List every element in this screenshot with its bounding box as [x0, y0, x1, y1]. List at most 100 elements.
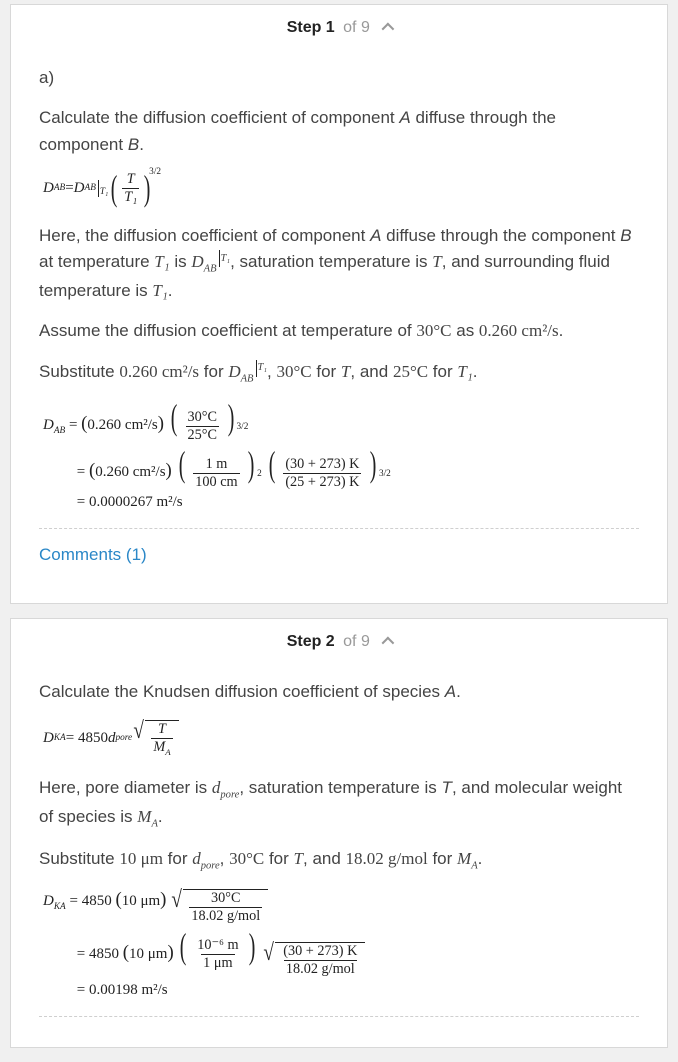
var-T1: T₁ — [152, 281, 167, 300]
sub: pore — [115, 734, 132, 743]
text: Here, the diffusion coefficient of compo… — [39, 226, 370, 245]
var-T: T — [432, 252, 441, 271]
result: = 0.00198 m²/s — [77, 982, 168, 998]
comments-link[interactable]: Comments (1) — [39, 541, 639, 585]
text: Calculate the diffusion coefficient of c… — [39, 108, 399, 127]
exp: 3/2 — [236, 422, 248, 432]
val: 30°C — [229, 849, 264, 868]
text: . — [456, 682, 461, 701]
sym: D — [74, 181, 85, 196]
var-A: A — [370, 226, 381, 245]
sym: M — [137, 807, 151, 826]
step-card-1: Step 1 of 9 a) Calculate the diffusion c… — [10, 4, 668, 604]
den: (25 + 273) K — [283, 473, 361, 490]
text: Here, pore diameter is — [39, 778, 212, 797]
text: is — [174, 252, 191, 271]
num: T — [125, 172, 137, 188]
sub: AB — [204, 264, 217, 275]
step-header[interactable]: Step 2 of 9 — [11, 619, 667, 663]
equation: DKA = 4850 dpore √ T MA — [43, 720, 639, 757]
op: = 4850 — [69, 893, 111, 909]
text: . — [478, 849, 483, 868]
text: for — [428, 849, 457, 868]
var-T1: T₁ — [154, 252, 169, 271]
val: 10 μm — [129, 946, 167, 962]
paragraph: Assume the diffusion coefficient at temp… — [39, 318, 639, 344]
sub: T₁ — [258, 360, 268, 376]
text: , saturation temperature is — [230, 252, 432, 271]
var-B: B — [620, 226, 631, 245]
text: for — [199, 362, 228, 381]
step-total: of 9 — [343, 19, 370, 36]
step-number: Step 2 — [287, 633, 335, 650]
num: 1 m — [204, 457, 230, 473]
paragraph: Substitute 10 μm for dpore, 30°C for T, … — [39, 846, 639, 875]
num: (30 + 273) K — [281, 944, 359, 960]
num: 30°C — [209, 891, 242, 907]
equation: DKA = 4850 (10 μm) √ 30°C18.02 g/mol = 4… — [43, 889, 639, 998]
sub: KA — [54, 734, 66, 743]
op: = — [69, 417, 81, 433]
op: = — [77, 464, 89, 480]
var-T: T — [442, 778, 452, 797]
num: T — [156, 722, 168, 738]
sub: AB — [54, 184, 65, 193]
val: 30°C — [416, 321, 451, 340]
sym: D — [228, 362, 240, 381]
step-header[interactable]: Step 1 of 9 — [11, 5, 667, 49]
exp: 3/2 — [379, 469, 391, 479]
text: . — [168, 281, 173, 300]
sub: AB — [85, 184, 96, 193]
text: for — [163, 849, 192, 868]
var-T: T — [294, 849, 303, 868]
sub: AB — [54, 426, 65, 436]
step-body: a) Calculate the diffusion coefficient o… — [11, 49, 667, 603]
sym: D — [191, 252, 203, 271]
text: Substitute — [39, 362, 119, 381]
sym: D — [43, 417, 54, 433]
text: as — [452, 321, 479, 340]
sub: A — [165, 747, 170, 757]
text: Assume the diffusion coefficient at temp… — [39, 321, 416, 340]
paragraph: Calculate the Knudsen diffusion coeffici… — [39, 679, 639, 705]
val: 30°C — [276, 362, 311, 381]
den: 1 μm — [201, 954, 234, 971]
text: , and — [303, 849, 346, 868]
val: 0.260 cm²/s — [119, 362, 199, 381]
sym: D — [43, 893, 54, 909]
den: 18.02 g/mol — [189, 907, 262, 924]
sub: T₁ — [221, 251, 231, 267]
sub: pore — [201, 861, 220, 872]
divider — [39, 1016, 639, 1017]
divider — [39, 528, 639, 529]
paragraph: Here, pore diameter is dpore, saturation… — [39, 775, 639, 832]
var-A: A — [445, 682, 456, 701]
val: 0.260 cm²/s — [95, 464, 165, 480]
num: 30°C — [186, 410, 219, 426]
sym: d — [192, 849, 201, 868]
step-number: Step 1 — [287, 19, 335, 36]
den: 100 cm — [193, 473, 239, 490]
op: = — [65, 181, 73, 196]
text: for — [312, 362, 341, 381]
text: for — [264, 849, 293, 868]
val: 0.260 cm²/s — [87, 417, 157, 433]
paragraph: Calculate the diffusion coefficient of c… — [39, 105, 639, 158]
sub: KA — [54, 902, 66, 912]
chevron-up-icon — [382, 23, 395, 36]
text: . — [473, 362, 478, 381]
sub: T₁ — [100, 188, 108, 197]
result: = 0.0000267 m²/s — [77, 494, 183, 510]
val: 25°C — [393, 362, 428, 381]
den: 18.02 g/mol — [284, 960, 357, 977]
val: 10 μm — [119, 849, 163, 868]
val: 10 μm — [122, 893, 160, 909]
num: (30 + 273) K — [283, 457, 361, 473]
chevron-up-icon — [382, 637, 395, 650]
text: . — [139, 135, 144, 154]
sym: D — [43, 181, 54, 196]
exponent: 3/2 — [149, 168, 161, 177]
text: . — [158, 807, 163, 826]
den: 25°C — [186, 426, 219, 443]
step-body: Calculate the Knudsen diffusion coeffici… — [11, 663, 667, 1046]
